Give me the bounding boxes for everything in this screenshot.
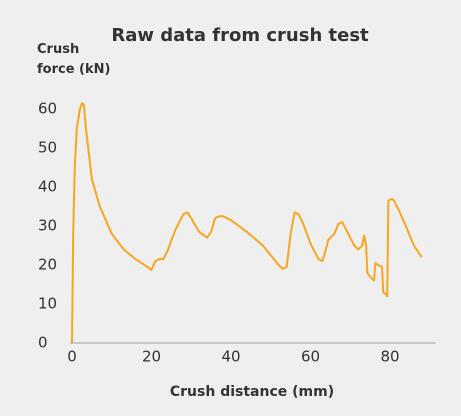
y-tick-label: 10: [38, 295, 57, 313]
x-tick-label: 80: [380, 348, 399, 366]
x-tick-label: 60: [301, 348, 320, 366]
y-tick-label: 30: [38, 217, 57, 235]
y-tick-label: 40: [38, 178, 57, 196]
x-tick-label: 20: [142, 348, 161, 366]
y-tick-label: 60: [38, 100, 57, 118]
x-tick-label: 40: [221, 348, 240, 366]
y-tick-label: 50: [38, 139, 57, 157]
x-axis-label: Crush distance (mm): [170, 384, 334, 400]
chart-title: Raw data from crush test: [111, 25, 369, 46]
x-tick-label: 0: [67, 348, 77, 366]
y-tick-label: 0: [38, 334, 48, 352]
data-line: [71, 102, 423, 344]
y-tick-label: 20: [38, 256, 57, 274]
y-axis-label: Crush force (kN): [37, 42, 111, 77]
